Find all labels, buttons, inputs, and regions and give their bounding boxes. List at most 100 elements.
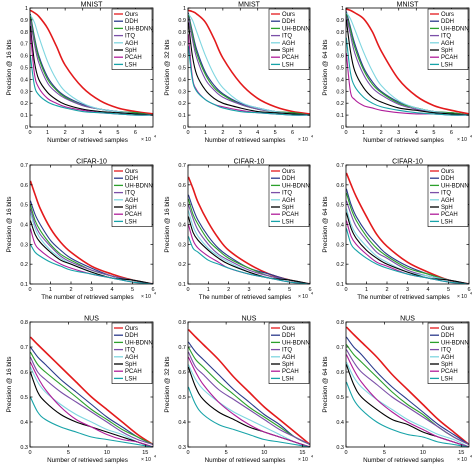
x-axis-label: The number of retrieved samples xyxy=(199,294,291,301)
series-line-ours xyxy=(30,336,153,446)
legend-entry: Ours xyxy=(441,169,454,175)
y-tick-label: 0.9 xyxy=(336,18,344,24)
series-line-ours xyxy=(346,326,469,446)
legend-entry: Ours xyxy=(441,326,454,332)
series-line-agh xyxy=(188,364,310,447)
series-lines xyxy=(188,176,310,284)
y-axis-label: Precision @ 16 bits xyxy=(6,39,13,96)
legend-entry: PCAH xyxy=(282,55,299,61)
x-tick-label: 0 xyxy=(344,130,347,136)
legend-entry: AGH xyxy=(125,355,138,361)
series-line-agh xyxy=(346,361,469,447)
x-tick-label: 0 xyxy=(28,130,31,136)
y-tick-label: 0.3 xyxy=(336,445,344,451)
x-axis-label: The number of retrieved samples xyxy=(357,294,449,301)
chart-panel-1: 0 0.1 0.2 0.3 0.4 0.5 0.6 0.7 0.8 0.9 1 0 1 2 3 4 5 6 MNIS… xyxy=(6,2,156,145)
y-tick-label: 0.2 xyxy=(336,262,344,268)
y-tick-label: 0.7 xyxy=(178,345,186,351)
series-line-itq xyxy=(30,208,153,284)
x-tick-label: 1 xyxy=(49,287,52,293)
x-tick-label: 2 xyxy=(64,130,67,136)
x-axis-exponent-power: 4 xyxy=(154,455,156,459)
legend-entry: Ours xyxy=(125,326,138,332)
series-line-lsh xyxy=(188,46,310,116)
x-tick-label: 1 xyxy=(207,287,210,293)
y-tick-label: 0.7 xyxy=(336,163,344,169)
y-tick-label: 0.3 xyxy=(20,445,28,451)
x-tick-label: 6 xyxy=(467,287,470,293)
series-line-uh-bdnn xyxy=(188,346,310,445)
y-tick-label: 0.7 xyxy=(178,163,186,169)
y-tick-label: 0.3 xyxy=(336,242,344,248)
chart-panel-3: 0 0.1 0.2 0.3 0.4 0.5 0.6 0.7 0.8 0.9 1 0 1 2 3 4 5 6 MNIS… xyxy=(322,2,472,145)
legend-entry: UH-BDNN xyxy=(441,183,469,189)
legend-entry: DDH xyxy=(441,333,454,339)
x-axis-exponent-power: 4 xyxy=(470,292,472,296)
y-tick-label: 1 xyxy=(183,6,186,12)
y-tick-label: 0.1 xyxy=(336,113,344,119)
legend-entry: Ours xyxy=(125,12,138,18)
series-line-lsh xyxy=(346,381,469,447)
x-tick-label: 5 xyxy=(131,287,134,293)
x-tick-label: 6 xyxy=(291,130,294,136)
x-axis-label: Number of retrieved samples xyxy=(363,457,444,464)
x-tick-label: 0 xyxy=(186,450,189,456)
y-tick-label: 0.4 xyxy=(336,223,344,229)
legend-box xyxy=(427,165,469,227)
y-tick-label: 0.4 xyxy=(336,77,344,83)
legend-entry: DDH xyxy=(282,333,295,339)
series-lines xyxy=(346,326,469,447)
x-tick-label: 6 xyxy=(308,287,311,293)
series-line-sph xyxy=(188,216,310,284)
x-axis-exponent-power: 4 xyxy=(154,135,156,139)
series-lines xyxy=(30,9,153,116)
series-line-uh-bdnn xyxy=(346,192,469,284)
x-axis-exponent: × 10 xyxy=(298,294,308,300)
panel-title: CIFAR-10 xyxy=(392,159,423,166)
y-tick-label: 0.4 xyxy=(178,420,186,426)
x-tick-label: 15 xyxy=(458,450,464,456)
legend-entry: SpH xyxy=(282,205,294,211)
legend-box xyxy=(268,8,310,70)
legend-entry: PCAH xyxy=(441,55,458,61)
y-tick-label: 0.4 xyxy=(336,420,344,426)
legend-entry: AGH xyxy=(441,41,454,47)
y-tick-label: 0.6 xyxy=(336,183,344,189)
x-axis-exponent: × 10 xyxy=(298,137,308,143)
y-tick-label: 0.5 xyxy=(336,395,344,401)
series-line-agh xyxy=(30,366,153,447)
y-tick-label: 0.5 xyxy=(178,395,186,401)
series-line-ddh xyxy=(346,336,469,445)
x-tick-label: 2 xyxy=(380,130,383,136)
y-tick-label: 0.5 xyxy=(336,203,344,209)
legend-entry: DDH xyxy=(282,19,295,25)
x-axis-exponent: × 10 xyxy=(457,294,467,300)
x-tick-label: 5 xyxy=(288,287,291,293)
x-tick-label: 5 xyxy=(225,450,228,456)
x-tick-label: 1 xyxy=(362,130,365,136)
y-axis-label: Precision @ 32 bits xyxy=(164,39,171,96)
y-tick-label: 0 xyxy=(183,125,186,131)
panel-title: NUS xyxy=(242,316,257,323)
y-tick-label: 0.2 xyxy=(178,262,186,268)
y-tick-label: 0.6 xyxy=(336,370,344,376)
x-tick-label: 5 xyxy=(383,450,386,456)
axes-box xyxy=(187,321,311,448)
y-axis-label: Precision @ 16 bits xyxy=(6,196,13,253)
legend-entry: UH-BDNN xyxy=(282,26,310,32)
legend-entry: SpH xyxy=(125,205,137,211)
panel-title: MNIST xyxy=(397,2,420,9)
series-line-lsh xyxy=(346,37,469,116)
series-line-lsh xyxy=(346,228,469,284)
y-tick-label: 0.2 xyxy=(20,262,28,268)
series-line-pcah xyxy=(346,354,469,447)
axes-box xyxy=(29,321,154,448)
legend-entry: LSH xyxy=(282,376,294,382)
axes-box xyxy=(345,321,470,448)
panel-title: CIFAR-10 xyxy=(76,159,107,166)
legend-entry: Ours xyxy=(282,326,295,332)
legend-entry: ITQ xyxy=(125,191,135,197)
legend-entry: ITQ xyxy=(125,34,135,40)
series-line-pcah xyxy=(30,361,153,447)
